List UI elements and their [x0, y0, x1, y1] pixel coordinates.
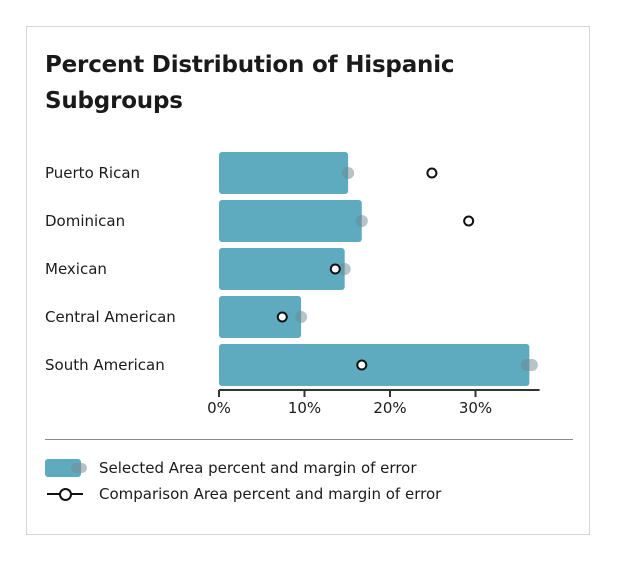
legend-divider — [45, 439, 573, 440]
selected-bar — [219, 248, 345, 290]
x-tick-label: 10% — [288, 399, 321, 417]
margin-of-error-bar — [338, 263, 351, 275]
comparison-point — [426, 167, 438, 179]
bar-chart: Puerto Rican Dominican Mexican Central Amer… — [45, 152, 540, 417]
legend: Selected Area percent and margin of erro… — [45, 455, 441, 507]
x-tick-label: 20% — [373, 399, 406, 417]
comparison-point — [276, 311, 288, 323]
category-label: Puerto Rican — [45, 164, 140, 182]
selected-bar — [219, 200, 362, 242]
category-label: Mexican — [45, 260, 107, 278]
selected-bar — [219, 344, 530, 386]
legend-label-comparison: Comparison Area percent and margin of er… — [99, 485, 442, 503]
comparison-point — [356, 359, 368, 371]
legend-item-comparison: Comparison Area percent and margin of er… — [45, 481, 441, 507]
selected-area-swatch-icon — [45, 458, 89, 478]
margin-of-error-bar — [520, 359, 538, 371]
chart-card: Percent Distribution of Hispanic Subgrou… — [26, 26, 590, 535]
category-label: Dominican — [45, 212, 125, 230]
margin-of-error-bar — [355, 215, 368, 227]
category-label: Central American — [45, 308, 176, 326]
comparison-area-marker-icon — [45, 484, 89, 504]
category-label: South American — [45, 356, 165, 374]
margin-of-error-bar — [342, 167, 355, 179]
x-tick-label: 30% — [459, 399, 492, 417]
legend-label-selected: Selected Area percent and margin of erro… — [99, 459, 417, 477]
selected-bar — [219, 296, 302, 338]
chart-title: Percent Distribution of Hispanic Subgrou… — [45, 52, 455, 114]
legend-item-selected: Selected Area percent and margin of erro… — [45, 455, 441, 481]
selected-bar — [219, 152, 349, 194]
x-tick-label: 0% — [207, 399, 231, 417]
comparison-point — [329, 263, 341, 275]
margin-of-error-bar — [295, 311, 308, 323]
comparison-point — [463, 215, 475, 227]
